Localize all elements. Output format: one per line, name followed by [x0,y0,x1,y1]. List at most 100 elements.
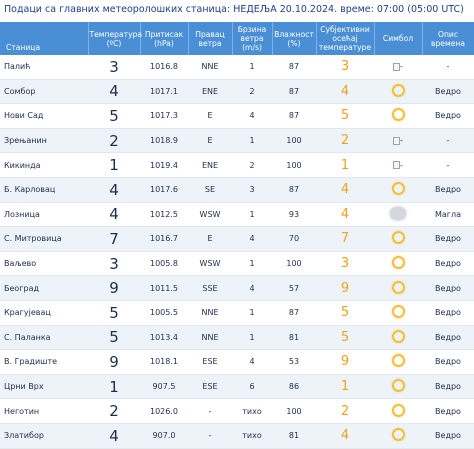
weather-symbol-cell: - [374,128,422,154]
humidity-value: 100 [272,152,316,178]
col-header-symbol: Симбол [374,22,423,55]
feels-like-value: 2 [316,128,374,154]
table-row: Палић 3 1016.8 NNE 1 87 3- - [0,55,474,80]
temperature-value: 2 [88,128,140,154]
table-row: Кикинда 1 1019.4 ENE 2 100 1- - [0,152,474,178]
feels-like-value: 4 [316,202,374,228]
humidity-value: 57 [272,275,316,301]
temperature-value: 5 [88,103,140,129]
sun-icon [391,428,405,442]
wind-speed-value: 4 [232,103,272,129]
pressure-value: 1017.3 [140,103,188,129]
feels-like-value: 9 [316,349,374,375]
temperature-value: 4 [88,177,140,203]
station-name: Београд [0,275,88,301]
humidity-value: 81 [272,423,316,449]
table-row: Лозница 4 1012.5 WSW 1 93 4 Магла [0,202,474,228]
col-header-temp: Температура (ºC) [88,22,142,55]
temperature-value: 5 [88,300,140,326]
wind-direction-value: - [188,398,232,424]
humidity-value: 100 [272,398,316,424]
pressure-value: 1013.4 [140,325,188,351]
wind-speed-value: 4 [232,226,272,252]
feels-like-value: 1 [316,374,374,400]
pressure-value: 907.0 [140,423,188,449]
col-header-wind-speed: Брзина ветра (m/s) [232,22,273,55]
weather-description: Ведро [422,103,474,129]
humidity-value: 86 [272,374,316,400]
pressure-value: 1005.5 [140,300,188,326]
pressure-value: 1005.8 [140,251,188,277]
feels-like-value: 4 [316,79,374,105]
station-name: Ваљево [0,251,88,277]
sun-icon [391,403,405,417]
humidity-value: 70 [272,226,316,252]
wind-direction-value: ESE [188,349,232,375]
sun-icon [391,256,405,270]
pressure-value: 1011.5 [140,275,188,301]
weather-description: Ведро [422,79,474,105]
pressure-value: 1012.5 [140,202,188,228]
pressure-value: 1019.4 [140,152,188,178]
broken-image-icon: - [393,136,403,145]
weather-symbol-cell [374,275,422,301]
humidity-value: 100 [272,128,316,154]
weather-description: Ведро [422,423,474,449]
weather-symbol-cell [374,374,422,400]
wind-direction-value: ESE [188,374,232,400]
weather-description: Магла [422,202,474,228]
sun-icon [391,354,405,368]
weather-symbol-cell [374,423,422,449]
weather-symbol-cell [374,300,422,326]
temperature-value: 3 [88,55,140,80]
weather-description: Ведро [422,349,474,375]
weather-symbol-cell [374,398,422,424]
pressure-value: 1018.1 [140,349,188,375]
temperature-value: 1 [88,374,140,400]
weather-description: Ведро [422,275,474,301]
wind-speed-value: 3 [232,177,272,203]
wind-speed-value: 1 [232,325,272,351]
temperature-value: 3 [88,251,140,277]
feels-like-value: 9 [316,275,374,301]
feels-like-value: 1 [316,152,374,178]
weather-symbol-cell [374,79,422,105]
station-name: Лозница [0,202,88,228]
humidity-value: 87 [272,103,316,129]
weather-description: - [422,128,474,154]
wind-direction-value: ENE [188,152,232,178]
col-header-desc: Опис времена [422,22,474,55]
wind-direction-value: - [188,423,232,449]
weather-symbol-cell: - [374,55,422,80]
wind-speed-value: 1 [232,202,272,228]
pressure-value: 1017.1 [140,79,188,105]
humidity-value: 81 [272,325,316,351]
wind-speed-value: тихо [232,423,272,449]
table-row: Зрењанин 2 1018.9 E 1 100 2- - [0,128,474,154]
sun-icon [391,329,405,343]
station-name: Неготин [0,398,88,424]
sun-icon [391,182,405,196]
wind-direction-value: NNE [188,325,232,351]
weather-description: Ведро [422,325,474,351]
feels-like-value: 5 [316,103,374,129]
wind-direction-value: NNE [188,55,232,80]
table-row: Крагујевац 5 1005.5 NNE 1 87 5 Ведро [0,300,474,326]
humidity-value: 87 [272,55,316,80]
pressure-value: 1017.6 [140,177,188,203]
feels-like-value: 2 [316,398,374,424]
wind-speed-value: 2 [232,152,272,178]
wind-speed-value: тихо [232,398,272,424]
weather-symbol-cell [374,349,422,375]
wind-speed-value: 6 [232,374,272,400]
station-name: Зрењанин [0,128,88,154]
sun-icon [391,231,405,245]
wind-direction-value: E [188,103,232,129]
table-row: С. Митровица 7 1016.7 E 4 70 7 Ведро [0,226,474,252]
wind-direction-value: E [188,226,232,252]
wind-speed-value: 2 [232,79,272,105]
sun-icon [391,305,405,319]
feels-like-value: 3 [316,251,374,277]
table-row: Златибор 4 907.0- тихо 81 4 Ведро [0,423,474,449]
humidity-value: 87 [272,177,316,203]
